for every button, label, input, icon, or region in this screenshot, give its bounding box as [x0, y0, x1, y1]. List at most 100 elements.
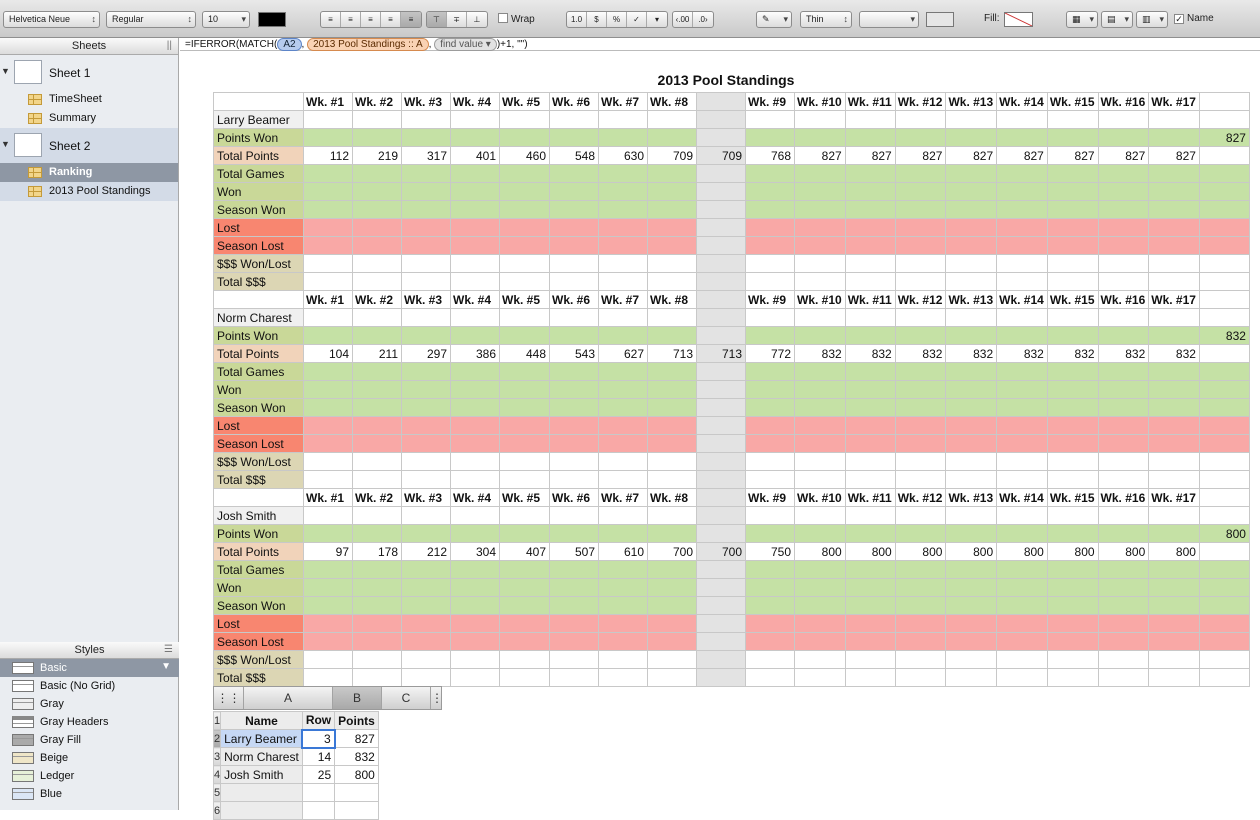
- grid-cell[interactable]: [450, 650, 500, 669]
- grid-cell[interactable]: [352, 578, 402, 597]
- grid-cell[interactable]: [401, 596, 451, 615]
- grid-cell[interactable]: [598, 578, 648, 597]
- disclosure-triangle-icon[interactable]: ▼: [1, 139, 10, 149]
- grid-cell[interactable]: [450, 632, 500, 651]
- grid-cell[interactable]: [598, 128, 648, 147]
- grid-cell[interactable]: [352, 452, 402, 471]
- grid-cell[interactable]: [450, 614, 500, 633]
- grid-cell[interactable]: [1097, 362, 1150, 381]
- grid-cell[interactable]: [1046, 254, 1099, 273]
- grid-cell[interactable]: [1097, 236, 1150, 255]
- grid-cell[interactable]: [945, 362, 998, 381]
- grid-cell[interactable]: [1198, 488, 1250, 507]
- selected-cell[interactable]: 3: [301, 728, 336, 749]
- grid-cell[interactable]: [745, 614, 795, 633]
- grid-cell[interactable]: [794, 182, 846, 201]
- grid-cell[interactable]: [549, 218, 599, 237]
- grid-cell[interactable]: [303, 164, 353, 183]
- grid-cell[interactable]: [1046, 398, 1099, 417]
- grid-cell[interactable]: [945, 308, 998, 327]
- grid-cell[interactable]: [794, 434, 846, 453]
- align-justify-icon[interactable]: ≡: [381, 12, 401, 27]
- grid-cell[interactable]: [894, 362, 947, 381]
- grid-cell[interactable]: [647, 416, 697, 435]
- grid-cell[interactable]: [894, 524, 947, 543]
- grid-cell[interactable]: 700: [696, 542, 746, 561]
- grid-cell[interactable]: [598, 308, 648, 327]
- column-resize-handle-icon[interactable]: ⋮: [431, 691, 443, 705]
- points-cell[interactable]: [334, 783, 379, 802]
- grid-cell[interactable]: [894, 326, 947, 345]
- grid-cell[interactable]: [1198, 542, 1250, 561]
- grid-cell[interactable]: [647, 452, 697, 471]
- grid-cell[interactable]: [1046, 236, 1099, 255]
- grid-cell[interactable]: [303, 362, 353, 381]
- grid-cell[interactable]: [303, 470, 353, 489]
- grid-cell[interactable]: [696, 110, 746, 129]
- grid-cell[interactable]: [450, 470, 500, 489]
- grid-cell[interactable]: [945, 164, 998, 183]
- grid-cell[interactable]: [696, 578, 746, 597]
- grid-cell[interactable]: Points Won: [213, 524, 304, 543]
- grid-cell[interactable]: [647, 326, 697, 345]
- grid-cell[interactable]: [598, 560, 648, 579]
- grid-cell[interactable]: [1046, 650, 1099, 669]
- stroke-color-well[interactable]: [926, 12, 954, 27]
- grid-cell[interactable]: [450, 398, 500, 417]
- grid-cell[interactable]: [945, 632, 998, 651]
- grid-cell[interactable]: [1097, 416, 1150, 435]
- grid-cell[interactable]: [1046, 308, 1099, 327]
- grid-cell[interactable]: [499, 218, 550, 237]
- grid-cell[interactable]: Wk. #11: [844, 290, 896, 309]
- grid-cell[interactable]: [945, 110, 998, 129]
- grid-cell[interactable]: [499, 614, 550, 633]
- grid-cell[interactable]: [303, 110, 353, 129]
- grid-cell[interactable]: [647, 182, 697, 201]
- grid-cell[interactable]: [1046, 200, 1099, 219]
- grid-cell[interactable]: [598, 596, 648, 615]
- grid-cell[interactable]: [794, 416, 846, 435]
- grid-cell[interactable]: [1148, 272, 1200, 291]
- grid-cell[interactable]: [401, 560, 451, 579]
- grid-cell[interactable]: 827: [996, 146, 1048, 165]
- grid-cell[interactable]: [1097, 470, 1150, 489]
- grid-cell[interactable]: [1198, 614, 1250, 633]
- header-cell[interactable]: Row: [301, 711, 336, 730]
- grid-cell[interactable]: [1046, 560, 1099, 579]
- grid-cell[interactable]: 800: [1046, 542, 1099, 561]
- grid-cell[interactable]: [303, 614, 353, 633]
- grid-cell[interactable]: Total $$$: [213, 668, 304, 687]
- grid-cell[interactable]: [549, 308, 599, 327]
- table-handle-icon[interactable]: ⋮⋮: [214, 687, 244, 709]
- grid-cell[interactable]: 800: [945, 542, 998, 561]
- grid-cell[interactable]: [598, 200, 648, 219]
- row-cell[interactable]: 25: [301, 765, 336, 784]
- grid-cell[interactable]: [1148, 470, 1200, 489]
- grid-cell[interactable]: 827: [1198, 128, 1250, 147]
- grid-cell[interactable]: [844, 470, 896, 489]
- grid-cell[interactable]: [996, 578, 1048, 597]
- grid-cell[interactable]: 772: [745, 344, 795, 363]
- grid-cell[interactable]: Wk. #5: [499, 488, 550, 507]
- grid-cell[interactable]: [352, 236, 402, 255]
- style-item-gray[interactable]: Gray: [0, 695, 179, 713]
- grid-cell[interactable]: [894, 218, 947, 237]
- grid-cell[interactable]: [1046, 578, 1099, 597]
- grid-cell[interactable]: [1097, 578, 1150, 597]
- grid-cell[interactable]: [844, 182, 896, 201]
- grid-cell[interactable]: [945, 326, 998, 345]
- grid-cell[interactable]: [499, 524, 550, 543]
- grid-cell[interactable]: [352, 164, 402, 183]
- grid-cell[interactable]: [894, 434, 947, 453]
- grid-cell[interactable]: [499, 380, 550, 399]
- grid-cell[interactable]: 112: [303, 146, 353, 165]
- grid-cell[interactable]: [1097, 560, 1150, 579]
- grid-cell[interactable]: [745, 560, 795, 579]
- grid-cell[interactable]: [745, 164, 795, 183]
- sidebar-table-summary[interactable]: Summary: [0, 109, 178, 128]
- grid-cell[interactable]: [213, 290, 304, 309]
- grid-cell[interactable]: [1046, 596, 1099, 615]
- grid-cell[interactable]: 713: [696, 344, 746, 363]
- grid-cell[interactable]: [794, 272, 846, 291]
- grid-cell[interactable]: [696, 182, 746, 201]
